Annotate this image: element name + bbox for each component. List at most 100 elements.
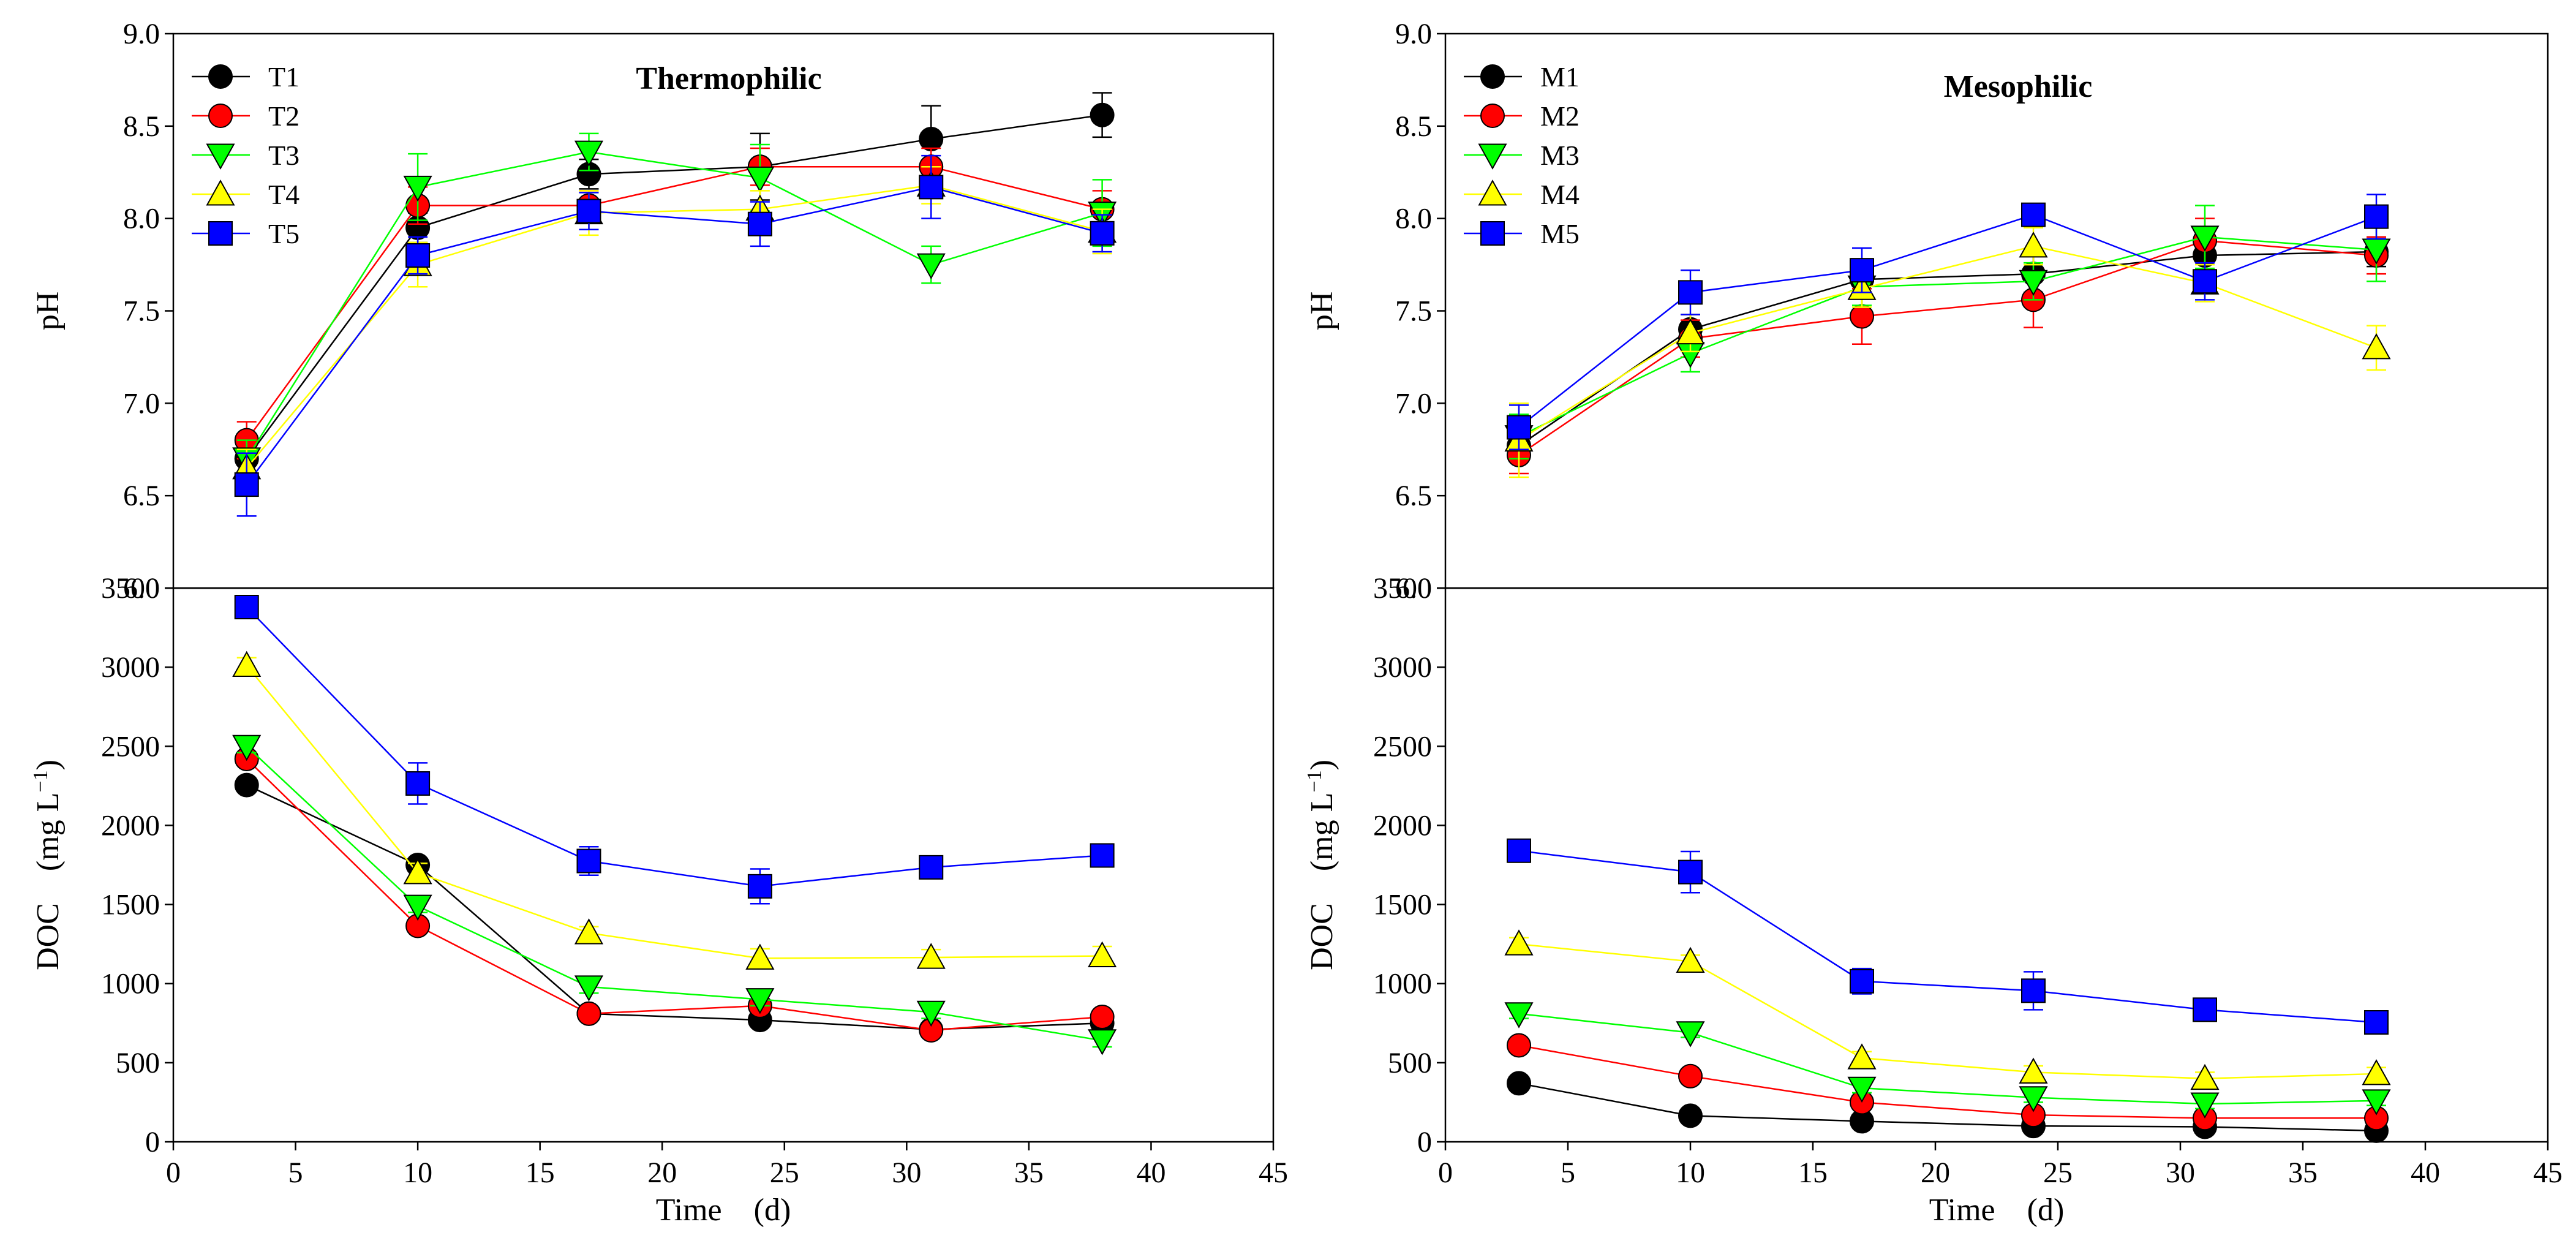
meso-ph-point-M5 [1678, 280, 1703, 305]
meso-doc-ytick-label: 3500 [1373, 572, 1432, 605]
meso-doc-point-M5 [1850, 968, 1874, 994]
thermo-ph-line-T1 [246, 114, 1102, 459]
meso-doc-point-M4 [1847, 1043, 1877, 1070]
thermo-ph-title: Thermophilic [636, 61, 821, 96]
meso-doc-ytick-label: 1500 [1373, 889, 1432, 921]
thermo-doc-series-T3 [232, 734, 1117, 1055]
meso-doc-point-M3 [2190, 1092, 2220, 1119]
ylabel-end: ) [1305, 760, 1339, 770]
thermo-doc-xtick-label: 5 [288, 1157, 303, 1189]
meso-ph-ytick-label: 8.0 [1395, 203, 1432, 235]
meso-ph-point-M5 [1850, 258, 1874, 283]
meso-ph-line-M4 [1518, 245, 2377, 441]
thermo-ph-line-T3 [246, 151, 1102, 459]
thermo-doc-ylabel: DOC (mg L−1) [29, 760, 66, 970]
thermo-doc-line-T5 [246, 606, 1102, 888]
meso-doc-line-M2 [1518, 1044, 2376, 1119]
meso-ph-point-M3 [2190, 225, 2220, 252]
thermo-ph-series-T1 [234, 92, 1115, 475]
meso-doc-ytick-label: 500 [1388, 1047, 1432, 1079]
meso-ph-frame [1444, 32, 2549, 589]
meso-doc-point-M3 [2019, 1086, 2048, 1112]
meso-doc-xlabel: Time (d) [1929, 1193, 2065, 1228]
legend-label-M1: M1 [1540, 61, 1580, 92]
thermo-ph-ytick-label: 8.5 [123, 110, 160, 143]
meso-ph-legend: M1 M2 M3 M4 M5 [1464, 61, 1580, 249]
meso-doc-series-M1 [1507, 1071, 2389, 1143]
thermo-doc-series-T1 [234, 772, 1115, 1042]
thermo-doc-point-T3 [916, 1000, 946, 1027]
legend-label-M2: M2 [1540, 100, 1580, 132]
thermo-ph-ytick-label: 7.5 [123, 295, 160, 328]
legend-label-T2: T2 [268, 100, 299, 132]
meso-doc-ytick-label: 3000 [1373, 651, 1432, 684]
meso-doc-xtick-label: 10 [1676, 1157, 1705, 1189]
legend-marker-M1 [1480, 64, 1505, 89]
thermo-doc-xtick-label: 35 [1014, 1157, 1044, 1189]
thermo-ph-ylabel: pH [31, 292, 66, 331]
legend-marker-M2 [1480, 104, 1505, 128]
meso-doc-line-M1 [1518, 1082, 2377, 1132]
thermo-doc-series-T4 [232, 651, 1117, 970]
thermo-doc-line-T4 [246, 665, 1102, 959]
thermo-doc-ytick-label: 2000 [101, 809, 160, 842]
thermo-ph-ytick-label: 6.5 [123, 480, 160, 512]
meso-ph-line-M3 [1518, 236, 2377, 437]
meso-doc-point-M1 [1507, 1071, 1531, 1096]
thermo-doc-point-T4 [403, 858, 432, 885]
thermo-doc-point-T5 [747, 874, 772, 899]
meso-doc-xtick-label: 45 [2533, 1157, 2563, 1189]
thermo-doc-point-T3 [1088, 1029, 1117, 1055]
meso-doc-point-M4 [2019, 1057, 2048, 1084]
meso-doc-line-M5 [1518, 850, 2377, 1024]
thermo-doc-xtick-label: 30 [892, 1157, 921, 1189]
meso-doc-ytick-label: 0 [1417, 1126, 1432, 1158]
thermo-doc-point-T2 [1090, 1004, 1115, 1029]
thermo-doc-ytick-label: 1500 [101, 889, 160, 921]
meso-ph-ytick-label: 8.5 [1395, 110, 1432, 143]
thermo-ph-point-T3 [403, 175, 432, 202]
meso-ph-title: Mesophilic [1944, 69, 2093, 104]
thermo-doc-ytick-label: 1000 [101, 968, 160, 1000]
meso-doc-xtick-label: 5 [1561, 1157, 1575, 1189]
thermo-doc-point-T4 [916, 943, 946, 969]
thermo-ph-line-T2 [246, 165, 1102, 441]
thermo-ph-point-T5 [576, 198, 601, 224]
meso-doc-point-M1 [1678, 1103, 1703, 1128]
legend-marker-T3 [206, 143, 235, 170]
meso-ph-point-M2 [1850, 304, 1874, 329]
meso-doc-point-M5 [2193, 997, 2217, 1022]
meso-doc-series-M5 [1507, 838, 2389, 1035]
thermo-doc-point-T4 [232, 651, 262, 678]
thermo-ph-point-T3 [916, 253, 946, 279]
meso-doc-xtick-label: 20 [1921, 1157, 1950, 1189]
ylabel-end: ) [31, 760, 66, 770]
thermo-doc-point-T5 [576, 848, 601, 874]
thermo-ph-line-T4 [246, 184, 1102, 469]
meso-ph-line-M5 [1518, 214, 2377, 428]
thermo-doc-point-T4 [1088, 941, 1117, 967]
thermo-ph-point-T5 [919, 175, 944, 200]
meso-doc-xtick-label: 0 [1438, 1157, 1453, 1189]
meso-doc-line-M4 [1518, 943, 2377, 1079]
meso-doc-point-M4 [1676, 946, 1705, 973]
thermo-doc-point-T5 [1090, 843, 1115, 868]
meso-ph-line-M1 [1518, 251, 2377, 447]
thermo-doc-point-T4 [745, 943, 775, 970]
legend-marker-M4 [1478, 179, 1507, 206]
thermo-doc-panel: 0 500 1000 1500 2000 2500 3000 3500 0 5 10 15 20 25 30… [29, 572, 1289, 1228]
meso-doc-point-M3 [1676, 1021, 1705, 1048]
meso-doc-point-M3 [2362, 1089, 2391, 1115]
meso-ph-point-M5 [1507, 415, 1531, 440]
meso-doc-point-M2 [1507, 1033, 1531, 1058]
legend-marker-T4 [206, 179, 235, 206]
thermo-ph-point-T5 [1090, 221, 1115, 246]
thermo-doc-line-T3 [246, 746, 1102, 1041]
meso-ph-series-M3 [1504, 205, 2391, 460]
thermo-doc-ytick-label: 500 [116, 1047, 160, 1079]
legend-marker-T2 [208, 104, 233, 128]
thermo-doc-point-T3 [403, 894, 432, 921]
thermo-doc-point-T4 [574, 918, 604, 945]
thermo-doc-frame [172, 587, 1275, 1143]
thermo-doc-point-T3 [574, 975, 604, 1002]
